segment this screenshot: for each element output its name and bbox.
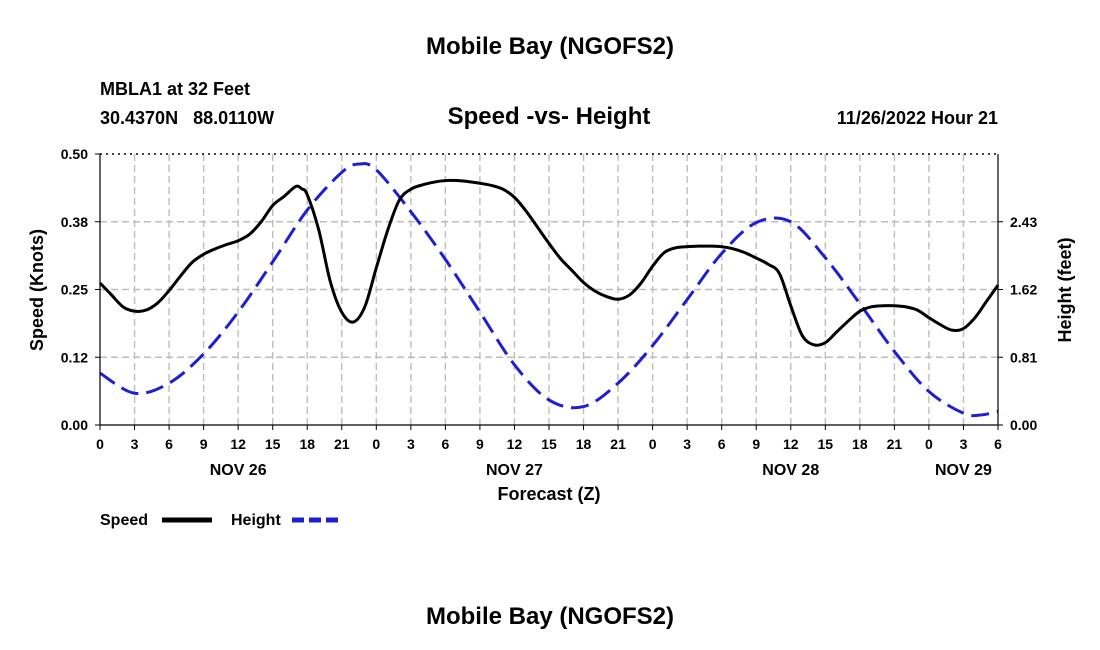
date-label: NOV 28 (762, 462, 819, 479)
x-tick-label: 3 (960, 436, 968, 452)
x-tick-label: 15 (818, 436, 834, 452)
x-tick-label: 15 (541, 436, 557, 452)
left-tick-label: 0.50 (61, 146, 88, 162)
x-tick-label: 0 (96, 436, 104, 452)
height-series-line (99, 162, 999, 418)
x-tick-label: 12 (783, 436, 799, 452)
x-tick-label: 6 (994, 436, 1002, 452)
date-label: NOV 29 (935, 462, 992, 479)
chart-subtitle: Speed -vs- Height (448, 103, 651, 130)
left-tick-label: 0.00 (61, 417, 88, 433)
x-tick-label: 12 (507, 436, 523, 452)
station-label: MBLA1 at 32 Feet (100, 79, 250, 99)
speed-series-line (98, 178, 1000, 347)
x-tick-label: 0 (925, 436, 933, 452)
x-tick-label: 15 (265, 436, 281, 452)
right-tick-label: 1.62 (1010, 282, 1037, 298)
left-axis-ticks: 0.00 0.12 0.25 0.38 0.50 (61, 146, 100, 433)
x-tick-label: 18 (299, 436, 315, 452)
right-tick-label: 2.43 (1010, 214, 1037, 230)
x-tick-label: 18 (852, 436, 868, 452)
right-tick-label: 0.81 (1010, 349, 1037, 365)
x-tick-label: 0 (649, 436, 657, 452)
forecast-datetime: 11/26/2022 Hour 21 (837, 108, 998, 128)
x-tick-label: 9 (200, 436, 208, 452)
x-axis-ticks: 0 3 6 9 12 15 18 21 0 3 6 9 12 15 18 21 0 3 6 9 12 15 18 21 0 3 6 (96, 425, 1002, 452)
left-tick-label: 0.25 (61, 282, 88, 298)
x-tick-label: 3 (407, 436, 415, 452)
x-tick-label: 18 (576, 436, 592, 452)
x-tick-label: 12 (230, 436, 246, 452)
legend: Speed Height (100, 512, 342, 529)
footer-title: Mobile Bay (NGOFS2) (426, 603, 674, 630)
series-layer (98, 162, 1000, 418)
station-coordinates: 30.4370N 88.0110W (100, 108, 274, 128)
x-tick-label: 6 (441, 436, 449, 452)
right-axis-ticks: 0.00 0.81 1.62 2.43 (998, 214, 1037, 433)
left-tick-label: 0.38 (61, 214, 88, 230)
x-tick-label: 21 (334, 436, 350, 452)
date-label: NOV 27 (486, 462, 543, 479)
right-tick-label: 0.00 (1010, 417, 1037, 433)
left-axis-label: Speed (Knots) (27, 229, 47, 351)
right-axis-label: Height (feet) (1055, 238, 1075, 343)
date-label: NOV 26 (210, 462, 267, 479)
chart-main-title: Mobile Bay (NGOFS2) (426, 33, 674, 60)
x-tick-label: 6 (165, 436, 173, 452)
x-tick-label: 3 (131, 436, 139, 452)
x-tick-label: 0 (372, 436, 380, 452)
x-tick-label: 21 (887, 436, 903, 452)
x-tick-label: 9 (476, 436, 484, 452)
x-tick-label: 6 (718, 436, 726, 452)
x-tick-label: 3 (683, 436, 691, 452)
x-tick-label: 9 (752, 436, 760, 452)
legend-speed-label: Speed (100, 512, 148, 529)
date-labels: NOV 26 NOV 27 NOV 28 NOV 29 (210, 462, 992, 479)
x-axis-label: Forecast (Z) (497, 484, 600, 504)
left-tick-label: 0.12 (61, 349, 88, 365)
legend-height-label: Height (231, 512, 281, 529)
x-tick-label: 21 (610, 436, 626, 452)
grid-lines (100, 154, 998, 425)
